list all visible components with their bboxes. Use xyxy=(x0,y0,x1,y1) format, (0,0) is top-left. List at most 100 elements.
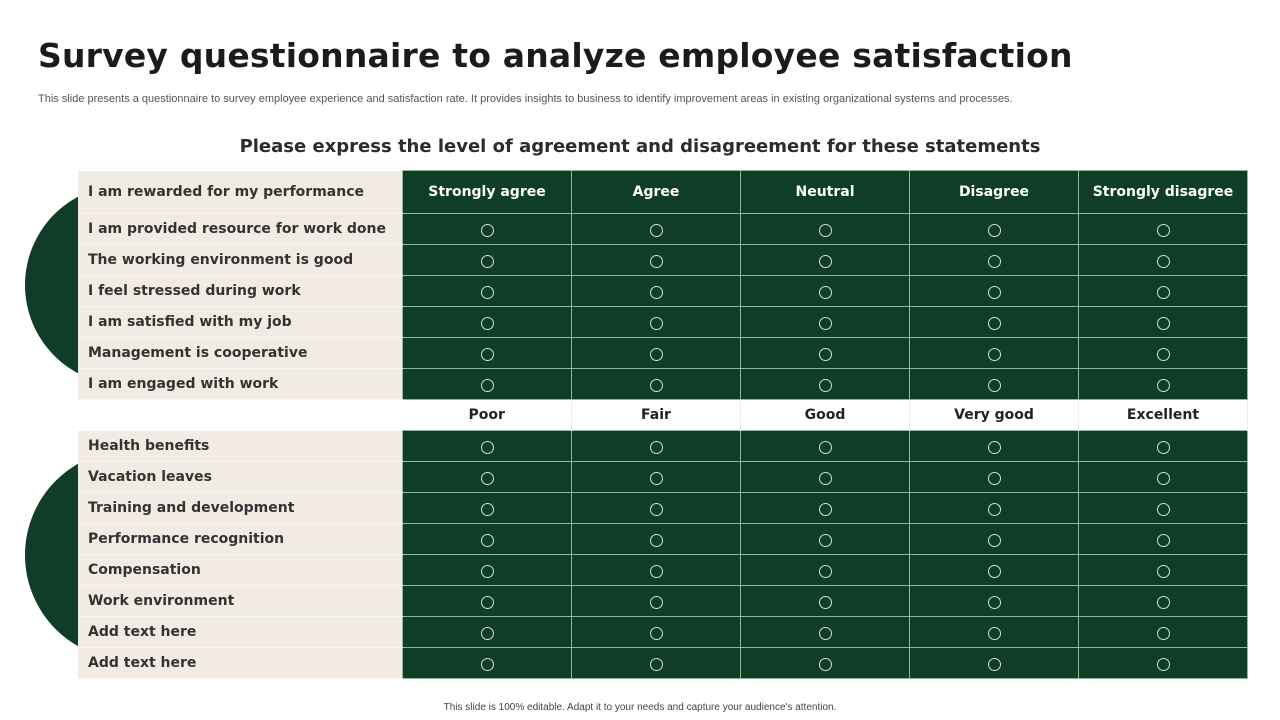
rating-cell[interactable] xyxy=(909,306,1079,338)
radio-button[interactable] xyxy=(1156,626,1170,640)
radio-button[interactable] xyxy=(818,657,832,671)
rating-cell[interactable] xyxy=(402,337,572,369)
radio-button[interactable] xyxy=(818,347,832,361)
radio-button[interactable] xyxy=(649,564,663,578)
rating-cell[interactable] xyxy=(740,275,910,307)
rating-cell[interactable] xyxy=(740,306,910,338)
radio-button[interactable] xyxy=(480,440,494,454)
radio-button[interactable] xyxy=(480,657,494,671)
radio-button[interactable] xyxy=(480,471,494,485)
rating-cell[interactable] xyxy=(1078,368,1248,400)
radio-button[interactable] xyxy=(649,347,663,361)
radio-button[interactable] xyxy=(1156,657,1170,671)
rating-cell[interactable] xyxy=(1078,244,1248,276)
rating-cell[interactable] xyxy=(402,523,572,555)
radio-button[interactable] xyxy=(1156,254,1170,268)
rating-cell[interactable] xyxy=(402,368,572,400)
rating-cell[interactable] xyxy=(1078,461,1248,493)
rating-cell[interactable] xyxy=(402,213,572,245)
rating-cell[interactable] xyxy=(1078,523,1248,555)
radio-button[interactable] xyxy=(818,316,832,330)
radio-button[interactable] xyxy=(987,285,1001,299)
radio-button[interactable] xyxy=(480,564,494,578)
rating-cell[interactable] xyxy=(571,430,741,462)
rating-cell[interactable] xyxy=(571,275,741,307)
radio-button[interactable] xyxy=(987,626,1001,640)
rating-cell[interactable] xyxy=(402,430,572,462)
rating-cell[interactable] xyxy=(402,306,572,338)
radio-button[interactable] xyxy=(480,316,494,330)
radio-button[interactable] xyxy=(1156,471,1170,485)
rating-cell[interactable] xyxy=(740,616,910,648)
radio-button[interactable] xyxy=(1156,595,1170,609)
radio-button[interactable] xyxy=(649,626,663,640)
radio-button[interactable] xyxy=(480,595,494,609)
radio-button[interactable] xyxy=(987,471,1001,485)
rating-cell[interactable] xyxy=(740,647,910,679)
radio-button[interactable] xyxy=(818,440,832,454)
rating-cell[interactable] xyxy=(1078,492,1248,524)
rating-cell[interactable] xyxy=(1078,585,1248,617)
radio-button[interactable] xyxy=(987,657,1001,671)
rating-cell[interactable] xyxy=(909,616,1079,648)
radio-button[interactable] xyxy=(649,657,663,671)
radio-button[interactable] xyxy=(818,254,832,268)
radio-button[interactable] xyxy=(649,285,663,299)
radio-button[interactable] xyxy=(1156,223,1170,237)
radio-button[interactable] xyxy=(818,595,832,609)
rating-cell[interactable] xyxy=(1078,337,1248,369)
rating-cell[interactable] xyxy=(1078,554,1248,586)
rating-cell[interactable] xyxy=(571,585,741,617)
rating-cell[interactable] xyxy=(402,275,572,307)
radio-button[interactable] xyxy=(818,471,832,485)
radio-button[interactable] xyxy=(1156,502,1170,516)
rating-cell[interactable] xyxy=(740,213,910,245)
rating-cell[interactable] xyxy=(740,461,910,493)
radio-button[interactable] xyxy=(987,316,1001,330)
rating-cell[interactable] xyxy=(571,306,741,338)
rating-cell[interactable] xyxy=(909,647,1079,679)
rating-cell[interactable] xyxy=(740,492,910,524)
radio-button[interactable] xyxy=(818,223,832,237)
rating-cell[interactable] xyxy=(402,492,572,524)
radio-button[interactable] xyxy=(1156,440,1170,454)
rating-cell[interactable] xyxy=(1078,275,1248,307)
radio-button[interactable] xyxy=(480,378,494,392)
rating-cell[interactable] xyxy=(1078,306,1248,338)
radio-button[interactable] xyxy=(818,626,832,640)
rating-cell[interactable] xyxy=(740,368,910,400)
rating-cell[interactable] xyxy=(909,244,1079,276)
rating-cell[interactable] xyxy=(740,554,910,586)
radio-button[interactable] xyxy=(987,254,1001,268)
rating-cell[interactable] xyxy=(909,368,1079,400)
radio-button[interactable] xyxy=(818,378,832,392)
radio-button[interactable] xyxy=(818,285,832,299)
radio-button[interactable] xyxy=(818,533,832,547)
rating-cell[interactable] xyxy=(402,461,572,493)
radio-button[interactable] xyxy=(649,502,663,516)
rating-cell[interactable] xyxy=(1078,647,1248,679)
rating-cell[interactable] xyxy=(740,244,910,276)
rating-cell[interactable] xyxy=(909,523,1079,555)
radio-button[interactable] xyxy=(649,254,663,268)
rating-cell[interactable] xyxy=(571,492,741,524)
rating-cell[interactable] xyxy=(909,585,1079,617)
radio-button[interactable] xyxy=(480,626,494,640)
rating-cell[interactable] xyxy=(571,647,741,679)
rating-cell[interactable] xyxy=(909,337,1079,369)
rating-cell[interactable] xyxy=(402,244,572,276)
radio-button[interactable] xyxy=(987,502,1001,516)
radio-button[interactable] xyxy=(987,223,1001,237)
rating-cell[interactable] xyxy=(571,337,741,369)
rating-cell[interactable] xyxy=(1078,213,1248,245)
radio-button[interactable] xyxy=(649,223,663,237)
radio-button[interactable] xyxy=(987,440,1001,454)
rating-cell[interactable] xyxy=(571,523,741,555)
radio-button[interactable] xyxy=(818,502,832,516)
radio-button[interactable] xyxy=(1156,564,1170,578)
rating-cell[interactable] xyxy=(571,368,741,400)
rating-cell[interactable] xyxy=(909,213,1079,245)
radio-button[interactable] xyxy=(649,533,663,547)
radio-button[interactable] xyxy=(818,564,832,578)
rating-cell[interactable] xyxy=(909,430,1079,462)
